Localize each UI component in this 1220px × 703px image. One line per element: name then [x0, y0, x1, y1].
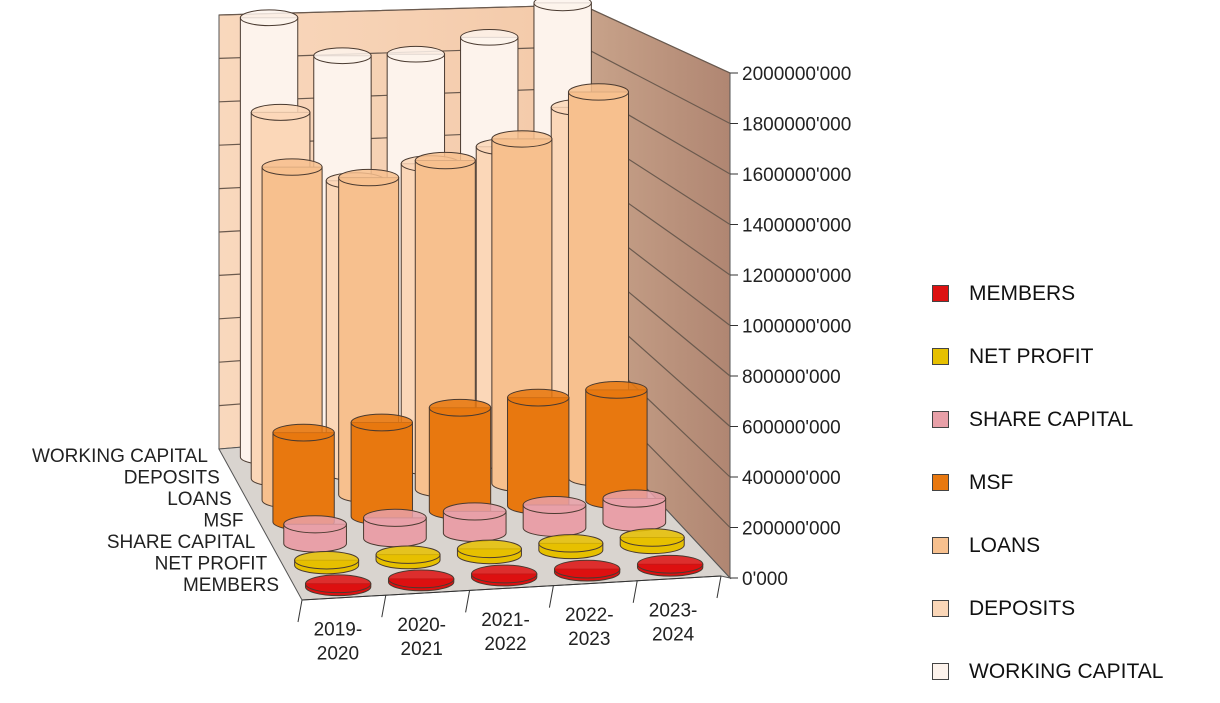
x-category-label: 2021-2022 — [481, 610, 530, 655]
x-category-label: 2019-2020 — [314, 620, 363, 665]
y-tick-label: 1000000'000 — [742, 317, 851, 338]
x-axis — [301, 575, 722, 601]
x-tick-mark — [465, 590, 471, 613]
legend-item-share-capital: SHARE CAPITAL — [932, 388, 1217, 451]
y-tick-label: 2000000'000 — [742, 64, 851, 85]
legend-label: NET PROFIT — [969, 344, 1094, 368]
legend-swatch — [932, 663, 949, 680]
bar-net-profit-2022-2023 — [538, 534, 604, 560]
legend-label: DEPOSITS — [969, 596, 1076, 620]
bar-net-profit-2023-2024 — [619, 528, 685, 555]
legend-swatch — [932, 411, 949, 428]
bar-msf-2021-2022 — [428, 398, 492, 520]
x-category-label: 2020-2021 — [397, 615, 446, 660]
bar-msf-2023-2024 — [585, 381, 648, 510]
depth-series-label: NET PROFIT — [155, 554, 268, 575]
y-tick-label: 600000'000 — [742, 418, 841, 439]
x-tick-mark — [632, 580, 638, 603]
y-tick-label: 1200000'000 — [742, 266, 851, 287]
bar-share-capital-2019-2020 — [283, 515, 347, 553]
x-tick-mark — [297, 599, 303, 623]
x-category-label: 2023-2024 — [649, 600, 698, 645]
y-tick-label: 800000'000 — [742, 367, 841, 388]
bar-members-2023-2024 — [636, 554, 704, 577]
chart-3d-cylinder: 0'000 200000'000 400000'000 600000'000 80000… — [32, 0, 851, 665]
legend: MEMBERS NET PROFIT SHARE CAPITAL MSF LOANS DE… — [932, 262, 1217, 703]
bar-share-capital-2022-2023 — [522, 495, 587, 537]
depth-series-label: DEPOSITS — [124, 467, 220, 488]
bar-share-capital-2020-2021 — [363, 508, 427, 548]
bar-msf-2020-2021 — [350, 413, 413, 526]
depth-series-label: LOANS — [167, 489, 231, 510]
y-tick-label: 1800000'000 — [742, 115, 851, 136]
x-tick-mark — [381, 595, 387, 618]
depth-series-label: MEMBERS — [183, 575, 279, 596]
depth-series-label: MSF — [203, 511, 243, 532]
legend-item-working-capital: WORKING CAPITAL — [932, 640, 1217, 703]
legend-item-loans: LOANS — [932, 514, 1217, 577]
bar-share-capital-2023-2024 — [602, 489, 667, 532]
legend-swatch — [932, 537, 949, 554]
y-tick-label: 400000'000 — [742, 468, 841, 489]
legend-swatch — [932, 285, 949, 302]
bar-net-profit-2020-2021 — [375, 545, 441, 570]
legend-swatch — [932, 600, 949, 617]
legend-label: SHARE CAPITAL — [969, 407, 1134, 431]
bar-share-capital-2021-2022 — [442, 502, 507, 543]
bar-msf-2022-2023 — [507, 388, 570, 515]
bar-members-2021-2022 — [470, 564, 538, 587]
x-tick-mark — [548, 585, 554, 608]
legend-item-deposits: DEPOSITS — [932, 577, 1217, 640]
y-tick-label: 200000'000 — [742, 519, 841, 540]
legend-swatch — [932, 348, 949, 365]
x-category-label: 2022-2023 — [565, 605, 614, 650]
bar-net-profit-2021-2022 — [456, 539, 522, 565]
bar-members-2019-2020 — [304, 574, 372, 597]
legend-label: WORKING CAPITAL — [969, 659, 1164, 683]
y-tick-label: 1600000'000 — [742, 165, 851, 186]
legend-item-msf: MSF — [932, 451, 1217, 514]
legend-label: MSF — [969, 470, 1014, 494]
legend-label: MEMBERS — [969, 281, 1076, 305]
y-tick-label: 1400000'000 — [742, 216, 851, 237]
depth-series-label: WORKING CAPITAL — [32, 446, 208, 467]
bar-members-2022-2023 — [553, 559, 621, 582]
x-tick-mark — [716, 575, 722, 599]
legend-item-members: MEMBERS — [932, 262, 1217, 325]
bar-net-profit-2019-2020 — [294, 550, 360, 575]
legend-label: LOANS — [969, 533, 1041, 557]
bar-msf-2019-2020 — [272, 423, 335, 531]
y-tick-label: 0'000 — [742, 569, 788, 590]
bar-members-2020-2021 — [387, 569, 455, 592]
legend-item-net-profit: NET PROFIT — [932, 325, 1217, 388]
depth-series-label: SHARE CAPITAL — [107, 532, 256, 553]
legend-swatch — [932, 474, 949, 491]
